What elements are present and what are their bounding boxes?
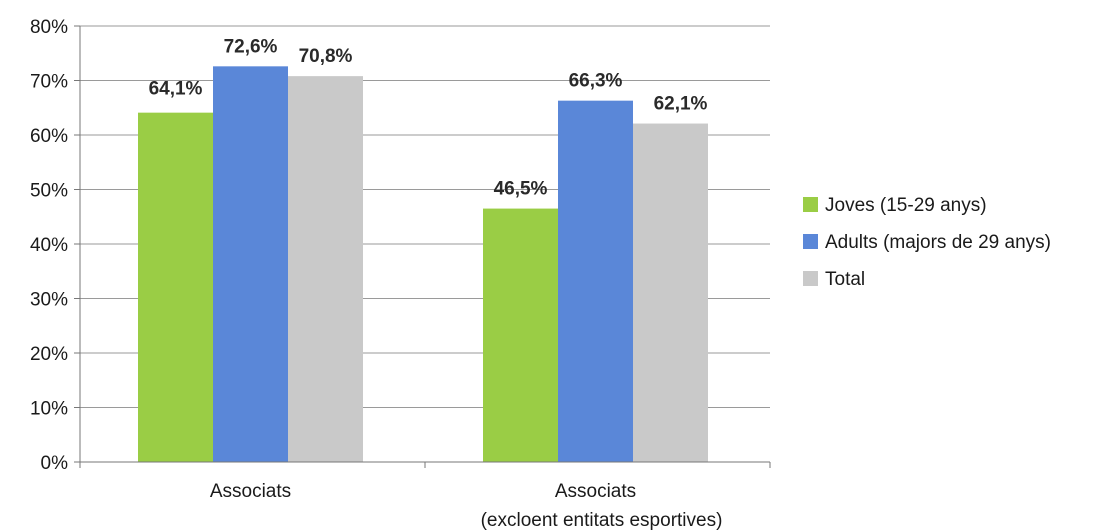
- legend-label: Total: [825, 269, 865, 290]
- y-tick-label: 10%: [30, 399, 68, 420]
- bar: [213, 66, 288, 462]
- bar: [288, 76, 363, 462]
- data-label: 64,1%: [149, 79, 203, 100]
- axes: [79, 26, 771, 468]
- data-label: 46,5%: [494, 179, 548, 200]
- category-labels: Associats Associats (excloent entitats esp…: [210, 481, 723, 531]
- y-tick-label: 70%: [30, 72, 68, 93]
- y-tick-label: 20%: [30, 344, 68, 365]
- data-label: 70,8%: [299, 46, 353, 67]
- x-category-label: Associats: [210, 481, 291, 502]
- legend-swatch: [803, 234, 818, 249]
- y-tick-label: 30%: [30, 290, 68, 311]
- data-label: 72,6%: [224, 36, 278, 57]
- legend: Joves (15-29 anys) Adults (majors de 29 a…: [803, 195, 1051, 290]
- x-category-label: (excloent entitats esportives): [481, 510, 723, 531]
- y-axis-ticks: 0% 10% 20% 30% 40% 50% 60% 70% 80%: [30, 17, 80, 474]
- data-label: 66,3%: [569, 71, 623, 92]
- bar: [138, 112, 213, 462]
- y-tick-label: 0%: [41, 453, 69, 474]
- y-tick-label: 60%: [30, 126, 68, 147]
- bar: [483, 208, 558, 462]
- y-tick-label: 40%: [30, 235, 68, 256]
- legend-swatch: [803, 271, 818, 286]
- legend-label: Adults (majors de 29 anys): [825, 232, 1051, 253]
- data-label: 62,1%: [654, 94, 708, 115]
- bars: [138, 66, 708, 463]
- bar: [633, 123, 708, 463]
- y-tick-label: 80%: [30, 17, 68, 38]
- legend-label: Joves (15-29 anys): [825, 195, 987, 216]
- data-labels: 64,1% 72,6% 70,8% 46,5% 66,3% 62,1%: [149, 36, 708, 199]
- bar: [558, 100, 633, 462]
- x-category-label: Associats: [555, 481, 636, 502]
- legend-swatch: [803, 197, 818, 212]
- y-tick-label: 50%: [30, 181, 68, 202]
